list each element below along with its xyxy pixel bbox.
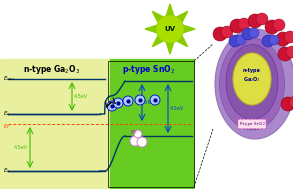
Text: P-type SnO$_2$: P-type SnO$_2$ [239,120,265,128]
Bar [110,59,195,189]
Ellipse shape [233,53,271,105]
Circle shape [113,98,123,108]
Ellipse shape [226,44,278,119]
Text: 4.5eV: 4.5eV [74,94,88,99]
Circle shape [230,19,244,33]
Polygon shape [166,4,174,15]
Text: 3.6eV: 3.6eV [144,100,158,105]
Text: n-type Ga$_2$O$_3$: n-type Ga$_2$O$_3$ [23,63,81,76]
Circle shape [221,26,233,38]
Circle shape [256,13,268,25]
Polygon shape [177,11,188,22]
Bar [0,0,293,59]
Circle shape [213,27,227,41]
Polygon shape [166,43,174,54]
Circle shape [156,15,184,43]
Circle shape [278,47,292,61]
Circle shape [284,31,293,43]
Circle shape [134,130,142,138]
Bar [195,0,293,189]
Text: $E_F$: $E_F$ [3,122,11,132]
Bar [0,59,110,189]
Circle shape [248,14,262,28]
Polygon shape [177,36,188,47]
Circle shape [265,20,279,34]
Circle shape [123,96,133,106]
Circle shape [276,32,290,46]
Text: n-type
Ga$_2$O$_3$: n-type Ga$_2$O$_3$ [243,68,261,84]
Circle shape [249,28,259,38]
Polygon shape [183,25,195,33]
Circle shape [107,101,117,111]
Circle shape [130,136,140,146]
Text: 4.5eV: 4.5eV [170,106,184,111]
Ellipse shape [215,29,293,139]
Circle shape [269,35,279,45]
Circle shape [238,18,250,30]
Text: UV: UV [164,26,176,32]
Text: $E_T$: $E_T$ [130,129,138,137]
Circle shape [229,35,241,47]
Circle shape [137,137,147,147]
Polygon shape [152,36,163,47]
Circle shape [242,28,254,40]
Text: p-type SnO$_2$: p-type SnO$_2$ [122,63,174,76]
Text: $E_v$: $E_v$ [3,167,11,175]
Text: 4.5eV: 4.5eV [14,145,28,150]
Circle shape [150,95,160,105]
Circle shape [236,35,246,45]
Circle shape [286,46,293,58]
Circle shape [289,96,293,108]
Circle shape [281,97,293,111]
Bar [108,61,194,187]
Ellipse shape [219,38,285,130]
Text: $E_c$: $E_c$ [3,110,11,119]
Circle shape [135,95,145,105]
Circle shape [273,19,285,31]
Polygon shape [145,25,156,33]
Text: $E_{vac}$: $E_{vac}$ [3,74,15,84]
Polygon shape [152,11,163,22]
Circle shape [262,35,274,47]
